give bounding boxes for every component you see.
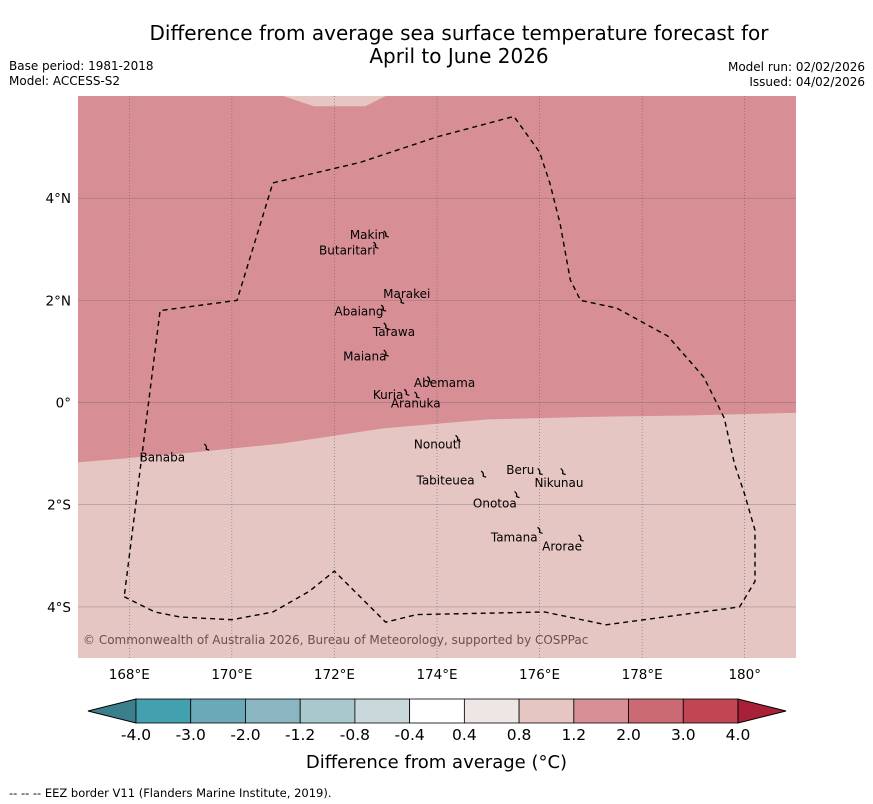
island-label: Abaiang [334,305,383,319]
island-shape [383,349,389,357]
island-shape [383,230,389,238]
colorbar-segment [463,698,520,724]
island-shape [578,534,584,542]
island-shape [203,443,210,451]
colorbar-segment [518,698,575,724]
colorbar-tick-label: -0.4 [395,726,425,744]
eez-legend-note: -- -- -- EEZ border V11 (Flanders Marine… [9,786,332,800]
issued-text: Issued: 04/02/2026 [749,75,865,89]
island-label: Tarawa [372,325,415,339]
island-label: Onotoa [473,496,517,510]
colorbar-tick-label: 2.0 [616,726,641,744]
lon-tick-label: 170°E [211,667,252,683]
graticule [78,96,796,658]
lat-tick-label: 4°N [46,191,71,207]
model-run-text: Model run: 02/02/2026 [727,60,865,74]
colorbar-tick-label: -0.8 [340,726,370,744]
axis-tick-labels: 168°E 170°E 172°E 174°E 176°E 178°E 180° 4°N 2°N… [46,191,761,683]
island-label: Beru [506,463,534,477]
colorbar-tick-label: -1.2 [285,726,315,744]
colorbar-segment [682,698,739,724]
island-shape [383,322,389,330]
title-line-1: Difference from average sea surface temp… [149,21,769,45]
copyright-note: © Commonwealth of Australia 2026, Bureau… [83,633,588,647]
island-label: Maiana [343,350,386,364]
island-label: Makin [350,228,386,242]
anomaly-patch-0-8-to-1-2 [283,96,386,107]
colorbar-tick-label: 0.4 [452,726,477,744]
colorbar-segment [190,698,246,724]
metadata-right: Model run: 02/02/2026 Issued: 04/02/2026 [728,60,865,90]
lon-tick-label: 180° [728,667,761,683]
island-label: Marakei [383,287,430,301]
island-shape [380,304,387,312]
lon-tick-label: 178°E [622,667,663,683]
colorbar-tick-label: -2.0 [230,726,260,744]
lon-tick-label: 172°E [314,667,355,683]
colorbar-tick-label: 4.0 [726,726,751,744]
colorbar-title: Difference from average (°C) [305,752,568,773]
chart-title: Difference from average sea surface temp… [0,22,873,68]
island-label: Tamana [490,531,538,545]
island-shape [560,467,566,476]
colorbar-segment [299,698,356,724]
colorbar-segment [628,698,684,724]
island-shapes [203,230,584,542]
colorbar-segment [354,698,411,724]
colorbar-tick-label: 1.2 [561,726,586,744]
lat-tick-label: 2°N [46,293,71,309]
colorbar-tick-label: 0.8 [507,726,532,744]
island-label: Nonouti [414,438,461,452]
colorbar-segment [409,698,465,724]
island-label: Abemama [414,376,475,390]
colorbar-low-extension [87,698,137,724]
colorbar-tick-label: 3.0 [671,726,696,744]
island-shape [398,296,405,305]
colorbar: -4.0 -3.0 -2.0 -1.2 -0.8 -0.4 0.4 0.8 1.2 2.0 3.0 4… [87,698,787,744]
island-shape [455,434,461,442]
colorbar-high-extension [737,698,787,724]
title-line-2: April to June 2026 [369,44,549,68]
colorbar-segment [573,698,629,724]
island-shape [414,391,420,399]
lat-tick-label: 0° [56,396,71,412]
island-shape [537,467,543,476]
island-label: Nikunau [534,476,583,490]
island-label: Kuria [373,388,404,402]
colorbar-segment [135,698,192,724]
lat-tick-label: 4°S [47,600,71,616]
colorbar-segment [245,698,301,724]
island-shape [373,241,379,249]
colorbar-tick-label: -3.0 [176,726,206,744]
island-shape [514,490,520,499]
map-area[interactable] [78,96,796,658]
lon-tick-label: 168°E [109,667,150,683]
lon-tick-label: 174°E [416,667,457,683]
island-label: Butaritari [319,243,376,257]
island-label: Tabiteuea [415,473,474,487]
base-period-text: Base period: 1981-2018 [9,59,154,73]
lon-tick-label: 176°E [519,667,560,683]
island-label: Banaba [140,450,186,464]
lat-tick-label: 2°S [47,498,71,514]
colorbar-tick-label: -4.0 [121,726,151,744]
island-shape [537,526,543,534]
metadata-left: Base period: 1981-2018 Model: ACCESS-S2 [9,59,154,89]
model-text: Model: ACCESS-S2 [9,74,121,88]
island-label: Aranuka [391,397,441,411]
island-shape [480,470,487,478]
island-label: Arorae [542,540,582,554]
island-shape [403,388,410,396]
island-shape [426,376,433,384]
